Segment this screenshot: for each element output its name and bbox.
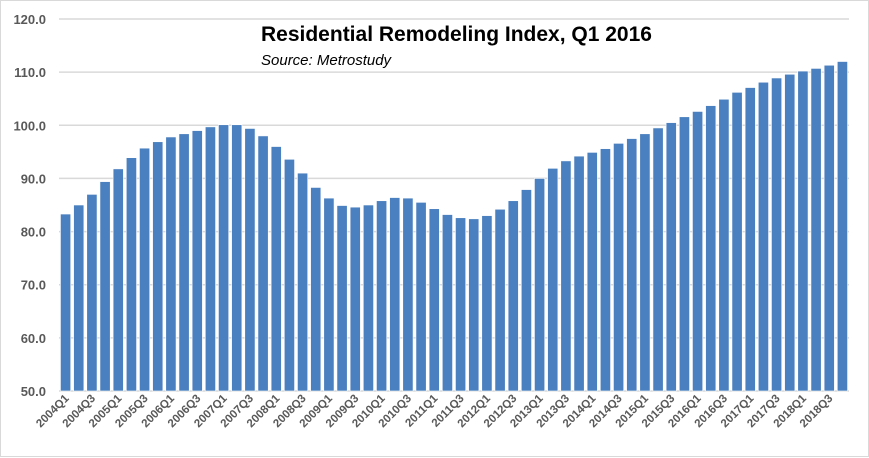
bar-2013Q3 (560, 160, 572, 392)
bar-2012Q4 (520, 189, 532, 392)
bar-2009Q2 (336, 205, 348, 392)
bar-2006Q3 (191, 130, 203, 392)
bar-2004Q1 (60, 213, 72, 392)
bar-2012Q1 (481, 215, 493, 392)
bar-2014Q2 (599, 148, 611, 392)
chart-title: Residential Remodeling Index, Q1 2016 (261, 23, 652, 46)
y-tick-label: 100.0 (13, 118, 46, 133)
bar-2017Q2 (757, 81, 769, 392)
bar-2015Q1 (639, 133, 651, 392)
bar-2017Q4 (784, 73, 796, 392)
bar-2008Q1 (270, 146, 282, 392)
bar-2018Q4 (836, 61, 848, 392)
bar-2012Q3 (507, 200, 519, 392)
bar-2004Q4 (99, 181, 111, 392)
bar-2012Q2 (494, 208, 506, 392)
bar-2014Q1 (586, 152, 598, 392)
y-tick-label: 120.0 (13, 12, 46, 27)
bar-2006Q1 (165, 136, 177, 392)
bar-2018Q3 (823, 64, 835, 392)
bar-2008Q4 (310, 187, 322, 392)
bar-2014Q4 (626, 138, 638, 392)
bar-2011Q2 (441, 214, 453, 392)
bar-2007Q1 (218, 124, 230, 392)
bar-2016Q3 (718, 98, 730, 392)
bar-2007Q3 (244, 128, 256, 392)
bar-2016Q4 (731, 92, 743, 392)
bar-2011Q4 (468, 218, 480, 392)
y-tick-label: 60.0 (21, 331, 46, 346)
bar-2004Q2 (73, 204, 85, 392)
bar-2007Q2 (231, 124, 243, 392)
bar-2011Q1 (428, 208, 440, 392)
y-tick-label: 110.0 (14, 65, 46, 80)
bar-2010Q4 (415, 202, 427, 392)
bar-2011Q3 (455, 217, 467, 392)
bar-2018Q1 (797, 70, 809, 392)
bar-2015Q4 (678, 116, 690, 392)
bar-2006Q2 (178, 133, 190, 392)
bar-2010Q3 (402, 197, 414, 392)
bar-2009Q3 (349, 206, 361, 392)
bar-2005Q2 (125, 157, 137, 392)
y-tick-label: 90.0 (21, 171, 46, 186)
bar-2013Q1 (534, 178, 546, 392)
chart-subtitle: Source: Metrostudy (261, 52, 392, 69)
bar-2005Q1 (112, 168, 124, 392)
bar-2015Q2 (652, 127, 664, 392)
bar-2013Q4 (573, 155, 585, 392)
bar-2005Q3 (139, 147, 151, 392)
bar-2013Q2 (547, 168, 559, 392)
y-tick-label: 80.0 (21, 225, 46, 240)
bar-2007Q4 (257, 135, 269, 392)
bar-2016Q1 (692, 111, 704, 392)
bar-2008Q2 (283, 158, 295, 392)
bar-2018Q2 (810, 68, 822, 392)
bar-2017Q1 (744, 87, 756, 392)
bar-2016Q2 (705, 105, 717, 392)
bar-2010Q2 (389, 197, 401, 392)
bar-2010Q1 (376, 200, 388, 392)
bar-2004Q3 (86, 194, 98, 392)
bar-2006Q4 (204, 126, 216, 392)
bar-2009Q4 (362, 204, 374, 392)
bar-2017Q3 (771, 77, 783, 392)
bar-2015Q3 (665, 122, 677, 392)
y-tick-label: 70.0 (21, 278, 46, 293)
bar-2005Q4 (152, 141, 164, 392)
y-tick-label: 50.0 (21, 384, 46, 399)
bar-2014Q3 (613, 143, 625, 392)
bar-2008Q3 (297, 172, 309, 392)
bar-2009Q1 (323, 197, 335, 392)
